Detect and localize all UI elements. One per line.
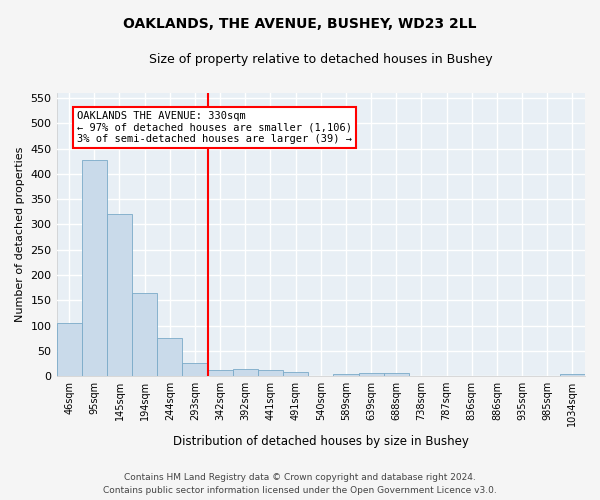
Bar — [157, 338, 182, 376]
Bar — [560, 374, 585, 376]
Text: Contains HM Land Registry data © Crown copyright and database right 2024.
Contai: Contains HM Land Registry data © Crown c… — [103, 474, 497, 495]
Bar — [334, 374, 359, 376]
Bar — [383, 373, 409, 376]
Bar — [132, 293, 157, 376]
Text: OAKLANDS THE AVENUE: 330sqm
← 97% of detached houses are smaller (1,106)
3% of s: OAKLANDS THE AVENUE: 330sqm ← 97% of det… — [77, 110, 352, 144]
Bar — [182, 363, 208, 376]
X-axis label: Distribution of detached houses by size in Bushey: Distribution of detached houses by size … — [173, 434, 469, 448]
Bar — [82, 160, 107, 376]
Bar — [107, 214, 132, 376]
Bar — [233, 370, 258, 376]
Bar — [283, 372, 308, 376]
Y-axis label: Number of detached properties: Number of detached properties — [15, 147, 25, 322]
Bar — [258, 370, 283, 376]
Bar — [359, 373, 383, 376]
Bar — [56, 324, 82, 376]
Bar — [208, 370, 233, 376]
Title: Size of property relative to detached houses in Bushey: Size of property relative to detached ho… — [149, 52, 493, 66]
Text: OAKLANDS, THE AVENUE, BUSHEY, WD23 2LL: OAKLANDS, THE AVENUE, BUSHEY, WD23 2LL — [123, 18, 477, 32]
